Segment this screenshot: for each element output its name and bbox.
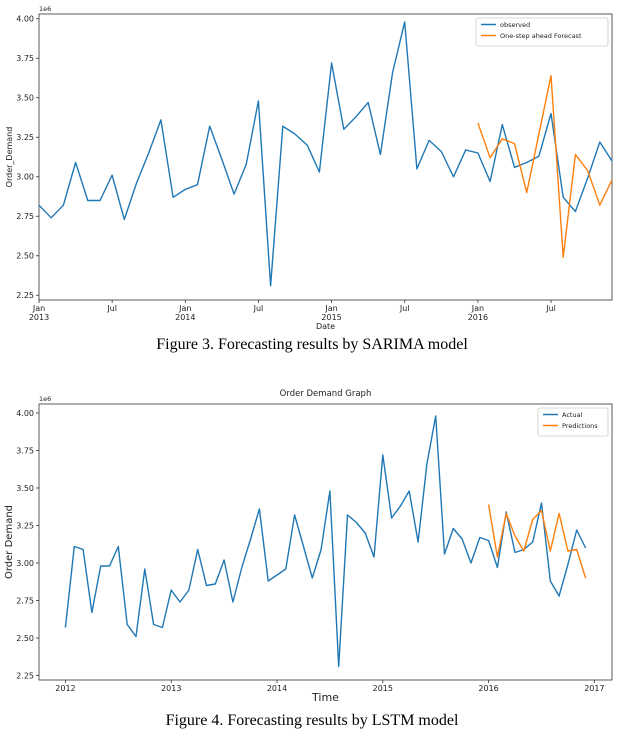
chart1-plot-frame [38, 13, 613, 301]
figure-3-caption: Figure 3. Forecasting results by SARIMA … [156, 336, 468, 353]
chart2-plot-frame [38, 403, 613, 681]
figure-4-caption: Figure 4. Forecasting results by LSTM mo… [165, 712, 459, 729]
chart2-y-tick-label: 4.00 [16, 409, 34, 418]
chart1-legend-label-1: observed [500, 21, 530, 29]
chart1-legend-box [475, 17, 609, 47]
chart2-legend-label-1: Actual [562, 411, 583, 419]
chart2-y-tick-label: 3.25 [16, 521, 34, 530]
chart1-series-line-1 [38, 21, 613, 287]
chart2-y-offset-label: 1e6 [39, 395, 51, 403]
chart1-legend-label-2: One-step ahead Forecast [500, 32, 582, 40]
chart2-x-tick-label: 2012 [55, 684, 75, 693]
chart2-y-tick-label: 3.50 [16, 484, 34, 493]
lstm-forecast-chart: Order Demand Graph 1e6 2.25 2.50 2.75 3.00 3.2… [4, 389, 613, 704]
chart1-x-tick-label: Jul [399, 304, 410, 313]
chart1-y-tick-label: 3.25 [16, 133, 34, 142]
chart2-series-line-2 [487, 504, 587, 579]
chart1-y-tick-label: 3.75 [16, 54, 34, 63]
chart1-y-tick-label: 2.50 [16, 252, 34, 261]
chart2-x-tick-label: 2014 [267, 684, 287, 693]
chart1-x-tick-label: Jan [471, 304, 484, 313]
chart2-y-tick-label: 2.25 [16, 671, 34, 680]
chart2-series-line-1 [64, 415, 587, 668]
chart1-x-tick-label: Jan [32, 304, 45, 313]
chart1-y-tick-label: 2.75 [16, 212, 34, 221]
chart1-y-tick-label: 4.00 [16, 15, 34, 24]
chart1-x-axis-label: Date [316, 322, 335, 331]
chart1-x-tick-label-year: 2013 [29, 313, 49, 322]
chart2-y-axis-label: Order Demand [4, 505, 15, 579]
chart1-x-tick-label: Jan [178, 304, 191, 313]
chart2-y-tick-label: 2.75 [16, 596, 34, 605]
chart1-series-line-2 [477, 74, 613, 258]
chart1-y-tick-label: 3.50 [16, 94, 34, 103]
chart1-y-offset-label: 1e6 [39, 5, 51, 13]
chart2-y-tick-label: 3.00 [16, 559, 34, 568]
chart1-x-tick-label-year: 2016 [468, 313, 488, 322]
chart1-y-tick-label: 2.25 [16, 291, 34, 300]
chart1-x-tick-label: Jul [106, 304, 117, 313]
chart2-x-tick-label: 2017 [584, 684, 604, 693]
chart1-x-tick-label-year: 2015 [321, 313, 341, 322]
chart2-y-tick-label: 2.50 [16, 634, 34, 643]
chart1-x-tick-label-year: 2014 [175, 313, 195, 322]
chart2-legend-label-2: Predictions [562, 422, 598, 430]
chart1-x-tick-label: Jan [324, 304, 337, 313]
chart2-x-axis-label: Time [311, 691, 339, 704]
chart2-title: Order Demand Graph [280, 389, 372, 399]
chart2-x-tick-label: 2013 [161, 684, 181, 693]
chart1-y-tick-label: 3.00 [16, 173, 34, 182]
chart1-x-tick-label: Jul [545, 304, 556, 313]
chart2-x-tick-label: 2016 [478, 684, 498, 693]
sarima-forecast-chart: 1e62.252.502.753.003.253.503.754.00Jan20… [5, 5, 613, 331]
chart1-x-tick-label: Jul [253, 304, 264, 313]
chart2-x-tick-label: 2015 [373, 684, 393, 693]
chart1-y-axis-label: Order_Demand [5, 127, 14, 188]
chart2-y-tick-label: 3.75 [16, 446, 34, 455]
